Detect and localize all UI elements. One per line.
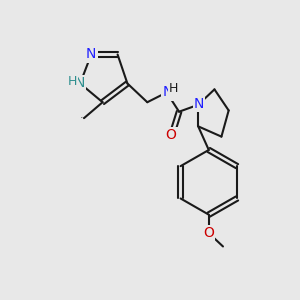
Text: N: N: [162, 85, 172, 100]
Text: N: N: [194, 97, 204, 111]
Text: O: O: [203, 226, 214, 240]
Text: N: N: [86, 47, 96, 61]
Text: H: H: [68, 75, 77, 88]
Text: N: N: [75, 76, 85, 91]
Text: O: O: [166, 128, 176, 142]
Text: H: H: [169, 82, 178, 95]
Text: methyl: methyl: [81, 117, 86, 118]
